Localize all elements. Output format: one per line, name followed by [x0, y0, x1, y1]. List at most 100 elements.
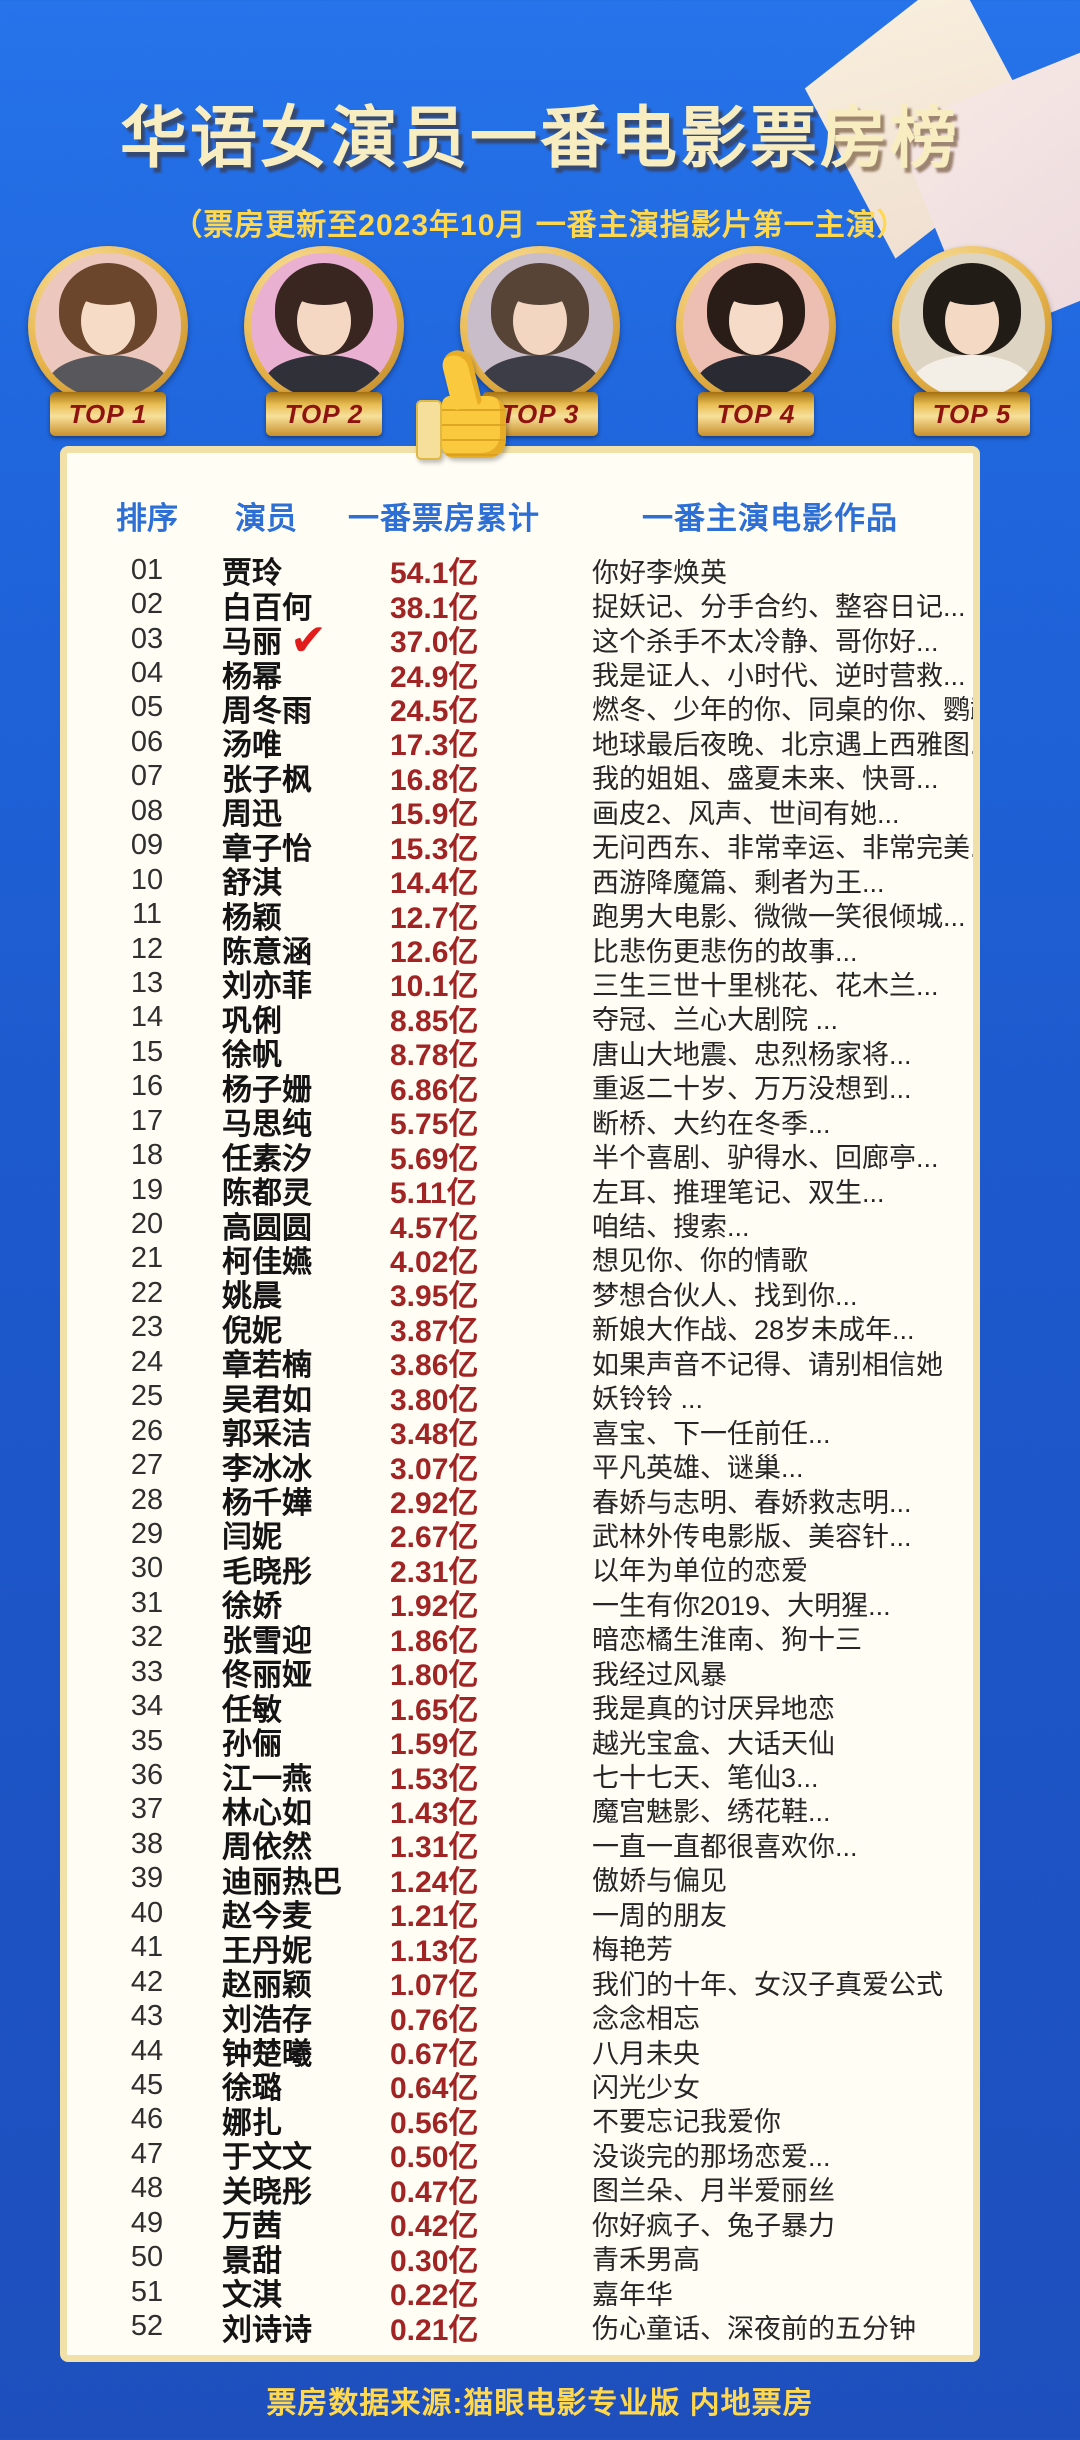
gross-cell: 2.67亿 [390, 1521, 479, 1555]
movies-cell: 傲娇与偏见 [592, 1866, 727, 1897]
rank-cell: 43 [130, 2000, 164, 2033]
table-row: 05 周冬雨 24.5亿 燃冬、少年的你、同桌的你、鹦鹉杀... [67, 691, 973, 728]
rank-cell: 06 [130, 725, 164, 758]
rank-cell: 46 [130, 2103, 164, 2136]
table-row: 18 任素汐 5.69亿 半个喜剧、驴得水、回廊亭... [67, 1138, 973, 1176]
header-actress: 演员 [235, 501, 297, 536]
movies-cell: 八月未央 [592, 2038, 700, 2069]
table-row: 49 万茜 0.42亿 你好疯子、兔子暴力 [67, 2206, 973, 2244]
rank-cell: 34 [130, 1690, 164, 1723]
movies-cell: 一生有你2019、大明猩... [592, 1590, 891, 1621]
avatar-fringe [293, 279, 355, 305]
table-row: 02 白百何 38.1亿 捉妖记、分手合约、整容日记... [67, 587, 973, 625]
gross-cell: 8.78亿 [390, 1039, 479, 1073]
rank-cell: 42 [130, 1965, 164, 1998]
rank-cell: 16 [130, 1070, 164, 1103]
header-movies: 一番主演电影作品 [642, 501, 898, 536]
table-row: 21 柯佳嬿 4.02亿 想见你、你的情歌 [67, 1242, 973, 1279]
movies-cell: 三生三世十里桃花、花木兰... [592, 970, 939, 1001]
table-row: 41 王丹妮 1.13亿 梅艳芳 [67, 1931, 973, 1968]
table-row: 31 徐娇 1.92亿 一生有你2019、大明猩... [67, 1586, 973, 1624]
movies-cell: 西游降魔篇、剩者为王... [592, 867, 885, 898]
actress-name-cell: 迪丽热巴 [222, 1865, 342, 1899]
table-row: 06 汤唯 17.3亿 地球最后夜晚、北京遇上西雅图... [67, 725, 973, 763]
actress-name-cell: 林心如 [222, 1796, 312, 1830]
gross-cell: 0.21亿 [390, 2313, 479, 2347]
actress-name-cell: 佟丽娅 [222, 1659, 312, 1693]
table-row: 20 高圆圆 4.57亿 咱结、搜索... [67, 1207, 973, 1245]
avatar-gold-ring [676, 246, 836, 406]
table-row: 45 徐璐 0.64亿 闪光少女 [67, 2068, 973, 2106]
rank-cell: 10 [130, 863, 164, 896]
movies-cell: 想见你、你的情歌 [592, 1246, 808, 1277]
actress-name-cell: 张雪迎 [222, 1624, 312, 1658]
table-row: 23 倪妮 3.87亿 新娘大作战、28岁未成年... [67, 1311, 973, 1348]
actress-name-cell: 任素汐 [222, 1142, 312, 1176]
gross-cell: 16.8亿 [390, 763, 479, 797]
data-source-footer: 票房数据来源:猫眼电影专业版 内地票房 [266, 2387, 814, 2420]
rank-cell: 31 [130, 1586, 164, 1619]
gross-cell: 12.7亿 [390, 901, 479, 935]
actress-name-cell: 马丽 ✔ [222, 616, 327, 666]
rank-cell: 04 [130, 657, 164, 690]
rank-cell: 01 [130, 553, 164, 586]
rank-cell: 52 [130, 2310, 164, 2343]
top-rank-badge: TOP 1 [50, 392, 166, 436]
avatar-photo [467, 253, 613, 399]
table-row: 42 赵丽颖 1.07亿 我们的十年、女汉子真爱公式 [67, 1965, 973, 2003]
actress-name-cell: 赵丽颖 [222, 1969, 312, 2003]
movies-cell: 一周的朋友 [592, 1900, 727, 1931]
actress-name-cell: 徐璐 [222, 2072, 282, 2106]
table-row: 50 景甜 0.30亿 青禾男高 [67, 2240, 973, 2278]
rank-cell: 51 [130, 2275, 164, 2308]
avatar-shoulders [696, 355, 816, 399]
avatar-gold-ring [244, 246, 404, 406]
rank-cell: 44 [130, 2034, 164, 2067]
top-avatars-row: TOP 1 TOP 2 TOP 3 TOP 4 TOP 5 [0, 246, 1080, 436]
avatar-item-top3: TOP 3 [432, 246, 648, 436]
actress-name-cell: 周冬雨 [222, 694, 312, 728]
gross-cell: 5.69亿 [390, 1142, 479, 1176]
table-row: 47 于文文 0.50亿 没谈完的那场恋爱... [67, 2137, 973, 2175]
movies-cell: 唐山大地震、忠烈杨家将... [592, 1039, 912, 1070]
gross-cell: 0.67亿 [390, 2038, 479, 2072]
table-row: 08 周迅 15.9亿 画皮2、风声、世间有她... [67, 794, 973, 832]
gross-cell: 1.80亿 [390, 1659, 479, 1693]
gross-cell: 0.47亿 [390, 2175, 479, 2209]
top-rank-badge: TOP 4 [698, 392, 814, 436]
actress-name-cell: 王丹妮 [222, 1934, 312, 1968]
movies-cell: 左耳、推理笔记、双生... [592, 1177, 885, 1208]
movies-cell: 你好李焕英 [592, 557, 727, 588]
rank-cell: 30 [130, 1552, 164, 1585]
gross-cell: 0.76亿 [390, 2003, 479, 2037]
movies-cell: 青禾男高 [592, 2245, 700, 2276]
gross-cell: 1.59亿 [390, 1728, 479, 1762]
red-check-icon: ✔ [290, 616, 327, 666]
table-row: 14 巩俐 8.85亿 夺冠、兰心大剧院 ... [67, 1001, 973, 1038]
movies-cell: 春娇与志明、春娇救志明... [592, 1487, 912, 1518]
rank-cell: 11 [131, 898, 163, 931]
movies-cell: 闪光少女 [592, 2072, 700, 2103]
gross-cell: 3.87亿 [390, 1314, 479, 1348]
gross-cell: 0.56亿 [390, 2106, 479, 2140]
avatar-fringe [77, 279, 139, 305]
table-row: 40 赵今麦 1.21亿 一周的朋友 [67, 1896, 973, 1934]
table-row: 28 杨千嬅 2.92亿 春娇与志明、春娇救志明... [67, 1483, 973, 1521]
table-row: 03 马丽 ✔ 37.0亿 这个杀手不太冷静、哥你好... [67, 619, 973, 663]
rank-cell: 28 [130, 1483, 164, 1516]
table-row: 43 刘浩存 0.76亿 念念相忘 [67, 1999, 973, 2037]
table-row: 37 林心如 1.43亿 魔宫魅影、绣花鞋... [67, 1793, 973, 1830]
gross-cell: 2.92亿 [390, 1487, 479, 1521]
rank-cell: 47 [130, 2137, 164, 2170]
actress-name-cell: 巩俐 [222, 1004, 282, 1038]
actress-name-cell: 江一燕 [222, 1762, 312, 1796]
actress-name-cell: 张子枫 [222, 763, 312, 797]
actress-name-cell: 白百何 [222, 591, 312, 625]
table-row: 19 陈都灵 5.11亿 左耳、推理笔记、双生... [67, 1173, 973, 1211]
actress-name-cell: 于文文 [222, 2141, 312, 2175]
table-row: 35 孙俪 1.59亿 越光宝盒、大话天仙 [67, 1724, 973, 1762]
avatar-photo [899, 253, 1045, 399]
rank-cell: 12 [130, 932, 164, 965]
gross-cell: 3.48亿 [390, 1418, 479, 1452]
gross-cell: 4.57亿 [390, 1211, 479, 1245]
